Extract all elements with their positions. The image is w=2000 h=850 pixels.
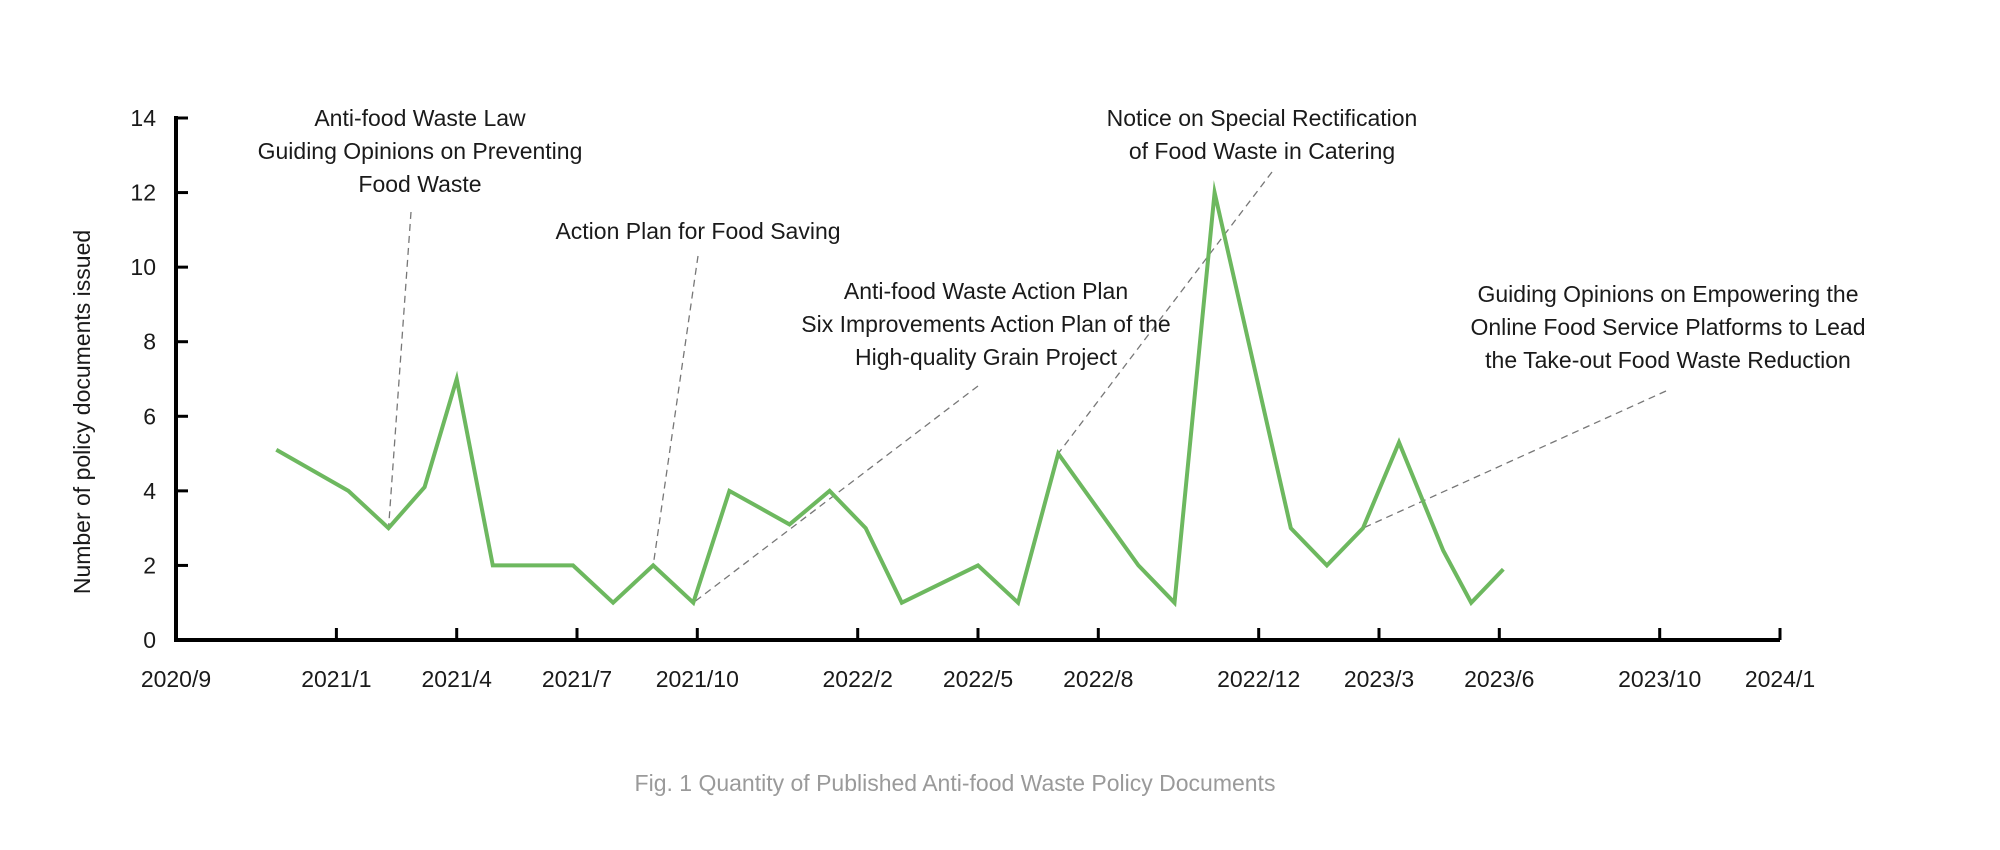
y-tick-label: 0 bbox=[143, 627, 156, 653]
data-point bbox=[1361, 526, 1365, 530]
data-point bbox=[346, 489, 350, 493]
data-point bbox=[864, 526, 868, 530]
annotation-label: Anti-food Waste Law bbox=[314, 105, 526, 131]
annotation-leader-line bbox=[1362, 390, 1667, 529]
data-point bbox=[691, 601, 695, 605]
annotation-label: Guiding Opinions on Preventing bbox=[258, 138, 583, 164]
data-point bbox=[274, 448, 278, 452]
data-point bbox=[900, 601, 904, 605]
annotation-label: of Food Waste in Catering bbox=[1129, 138, 1395, 164]
data-point bbox=[1289, 526, 1293, 530]
series-layer bbox=[274, 180, 1505, 608]
data-point bbox=[1213, 191, 1217, 195]
y-tick-label: 6 bbox=[143, 403, 156, 429]
data-point bbox=[1056, 452, 1060, 456]
annotation-label: Guiding Opinions on Empowering the bbox=[1477, 281, 1858, 307]
annotation-leader-line bbox=[652, 255, 699, 566]
data-point bbox=[1501, 567, 1505, 571]
data-point bbox=[1136, 563, 1140, 567]
y-tick-label: 4 bbox=[143, 478, 156, 504]
data-point bbox=[651, 563, 655, 567]
data-point bbox=[1325, 563, 1329, 567]
x-tick-label: 2022/12 bbox=[1217, 666, 1300, 692]
x-tick-label: 2021/10 bbox=[656, 666, 739, 692]
y-tick-label: 10 bbox=[130, 254, 156, 280]
y-tick-label: 14 bbox=[130, 105, 156, 131]
annotation-label: Action Plan for Food Saving bbox=[555, 218, 840, 244]
x-tick-label: 2021/1 bbox=[301, 666, 371, 692]
y-tick-label: 2 bbox=[143, 552, 156, 578]
data-point bbox=[455, 377, 459, 381]
data-point bbox=[788, 522, 792, 526]
annotation-label: Online Food Service Platforms to Lead bbox=[1470, 314, 1865, 340]
x-tick-label: 2022/5 bbox=[943, 666, 1013, 692]
x-tick-label: 2022/8 bbox=[1063, 666, 1133, 692]
x-tick-label: 2023/10 bbox=[1618, 666, 1701, 692]
y-tick-label: 8 bbox=[143, 329, 156, 355]
y-axis-label: Number of policy documents issued bbox=[69, 230, 95, 594]
annotation-labels: Anti-food Waste Law Guiding Opinions on P… bbox=[258, 105, 1866, 373]
annotation-label: Anti-food Waste Action Plan bbox=[844, 278, 1128, 304]
annotation-label: the Take-out Food Waste Reduction bbox=[1485, 347, 1851, 373]
x-tick-label: 2023/3 bbox=[1344, 666, 1414, 692]
data-point bbox=[976, 563, 980, 567]
axes: 0 2 4 6 8 10 12 14 2020/9 2021/1 2021/4 2021/7 2021/… bbox=[130, 105, 1815, 692]
y-tick-label: 12 bbox=[130, 180, 156, 206]
data-point bbox=[767, 511, 771, 515]
data-point bbox=[491, 563, 495, 567]
data-point bbox=[1469, 601, 1473, 605]
x-tick-label: 2022/2 bbox=[823, 666, 893, 692]
x-tick-label: 2024/1 bbox=[1745, 666, 1815, 692]
data-point bbox=[423, 485, 427, 489]
annotation-label: Food Waste bbox=[358, 171, 481, 197]
figure-caption: Fig. 1 Quantity of Published Anti-food W… bbox=[635, 770, 1276, 796]
data-point bbox=[828, 489, 832, 493]
x-tick-label: 2021/7 bbox=[542, 666, 612, 692]
annotation-leader-line bbox=[387, 211, 412, 529]
data-point bbox=[1172, 601, 1176, 605]
annotation-label: Notice on Special Rectification bbox=[1107, 105, 1418, 131]
data-point bbox=[1397, 440, 1401, 444]
data-point bbox=[387, 526, 391, 530]
x-tick-label: 2021/4 bbox=[422, 666, 493, 692]
series-line bbox=[275, 180, 1505, 608]
annotation-leaders bbox=[387, 171, 1667, 604]
annotation-label: Six Improvements Action Plan of the bbox=[801, 311, 1170, 337]
x-tick-label: 2023/6 bbox=[1464, 666, 1534, 692]
annotation-label: High-quality Grain Project bbox=[855, 344, 1118, 370]
annotation-leader-line bbox=[1057, 171, 1273, 454]
data-point bbox=[571, 563, 575, 567]
x-tick-label: 2020/9 bbox=[141, 666, 211, 692]
data-point bbox=[1441, 549, 1445, 553]
data-point bbox=[727, 489, 731, 493]
data-point bbox=[611, 601, 615, 605]
data-point bbox=[1016, 601, 1020, 605]
